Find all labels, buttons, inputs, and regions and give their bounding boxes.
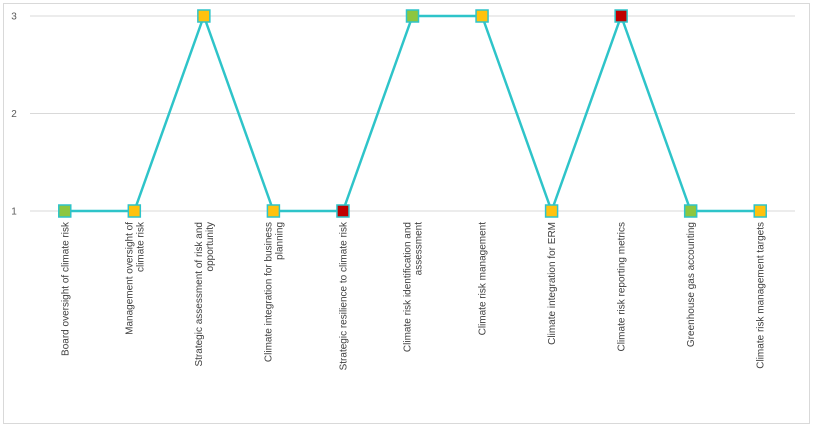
- x-tick-label-line: planning: [274, 222, 285, 260]
- x-tick-label-line: assessment: [414, 222, 425, 276]
- x-tick-label: Climate integration for businessplanning: [263, 222, 285, 362]
- data-point-3: [197, 9, 211, 23]
- x-tick-label-line: Board oversight of climate risk: [60, 221, 71, 356]
- data-point-5: [336, 204, 350, 218]
- x-tick-label-line: climate risk: [135, 221, 146, 272]
- x-tick-label-line: Greenhouse gas accounting: [686, 222, 697, 347]
- y-tick-label: 1: [11, 207, 17, 218]
- x-tick-label: Climate risk reporting metrics: [617, 222, 628, 351]
- x-tick-label: Strategic resilience to climate risk: [338, 221, 349, 370]
- y-tick-label: 2: [11, 109, 17, 120]
- data-point-2: [127, 204, 142, 218]
- y-tick-label: 3: [11, 12, 17, 23]
- x-tick-label: Management oversight ofclimate risk: [124, 221, 146, 335]
- data-point-6: [405, 9, 420, 23]
- x-tick-label-line: Climate risk management targets: [756, 222, 767, 369]
- x-tick-label-line: Climate integration for business: [263, 222, 274, 362]
- x-tick-label: Board oversight of climate risk: [60, 221, 71, 356]
- x-tick-label: Climate integration for ERM: [547, 222, 558, 345]
- x-tick-label-line: Strategic resilience to climate risk: [338, 221, 349, 370]
- data-point-7: [475, 9, 489, 23]
- x-tick-label: Climate risk identification andassessmen…: [403, 222, 425, 352]
- x-tick-label: Strategic assessment of risk andopportun…: [194, 222, 216, 367]
- x-tick-label-line: Strategic assessment of risk and: [194, 222, 205, 367]
- data-point-10: [683, 204, 698, 218]
- x-tick-label-line: Management oversight of: [124, 222, 135, 335]
- data-point-4: [266, 204, 281, 218]
- x-tick-label-line: Climate risk management: [478, 222, 489, 336]
- data-point-8: [544, 204, 559, 218]
- x-tick-label-line: Climate risk identification and: [403, 222, 414, 352]
- data-point-1: [58, 204, 72, 218]
- x-tick-label-line: opportunity: [205, 222, 216, 271]
- x-tick-label: Greenhouse gas accounting: [686, 222, 697, 347]
- x-tick-label-line: Climate integration for ERM: [547, 222, 558, 345]
- x-tick-label-line: Climate risk reporting metrics: [617, 222, 628, 351]
- data-point-11: [753, 204, 767, 218]
- x-tick-label: Climate risk management: [478, 222, 489, 336]
- data-point-9: [614, 9, 628, 23]
- x-tick-label: Climate risk management targets: [756, 222, 767, 369]
